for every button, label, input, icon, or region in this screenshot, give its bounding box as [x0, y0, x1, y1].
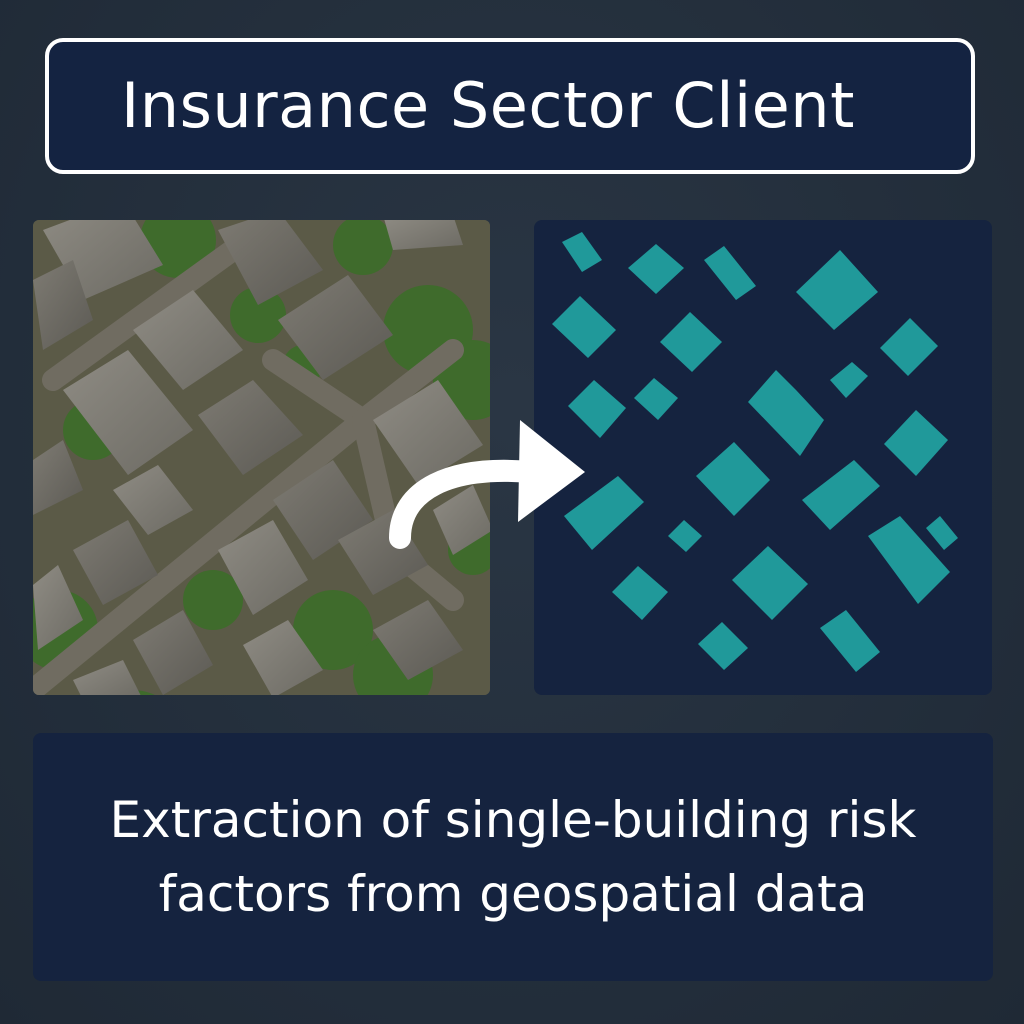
buildings [33, 220, 490, 695]
footprint [568, 380, 626, 438]
footprint [564, 476, 644, 550]
footprint [830, 362, 868, 398]
footprint [552, 296, 616, 358]
footprint [612, 566, 668, 620]
footprint [660, 312, 722, 372]
building-footprint-polygons [552, 232, 958, 672]
vegetation [33, 220, 490, 695]
page-title: Insurance Sector Client [121, 69, 855, 142]
footprint [704, 246, 756, 300]
footprint [634, 378, 678, 420]
footprint [926, 516, 958, 550]
footprint [884, 410, 948, 476]
caption-line-1: Extraction of single-building risk [109, 791, 917, 849]
footprint [748, 370, 824, 456]
footprint [796, 250, 878, 330]
footprint [820, 610, 880, 672]
footprint [868, 516, 950, 604]
footprint [628, 244, 684, 294]
caption-panel: Extraction of single-building risk facto… [33, 733, 993, 981]
footprint [668, 520, 702, 552]
aerial-photo-illustration [33, 220, 490, 695]
building-footprints-panel [534, 220, 992, 695]
footprint [562, 232, 602, 272]
footprint [732, 546, 808, 620]
footprint [696, 442, 770, 516]
footprint [698, 622, 748, 670]
curved-arrow-right-icon [389, 420, 585, 549]
aerial-image [33, 220, 490, 695]
footprint-shapes [552, 232, 958, 672]
caption-line-2: factors from geospatial data [158, 865, 868, 923]
footprint [880, 318, 938, 376]
title-banner: Insurance Sector Client [45, 38, 975, 174]
footprint [802, 460, 880, 530]
